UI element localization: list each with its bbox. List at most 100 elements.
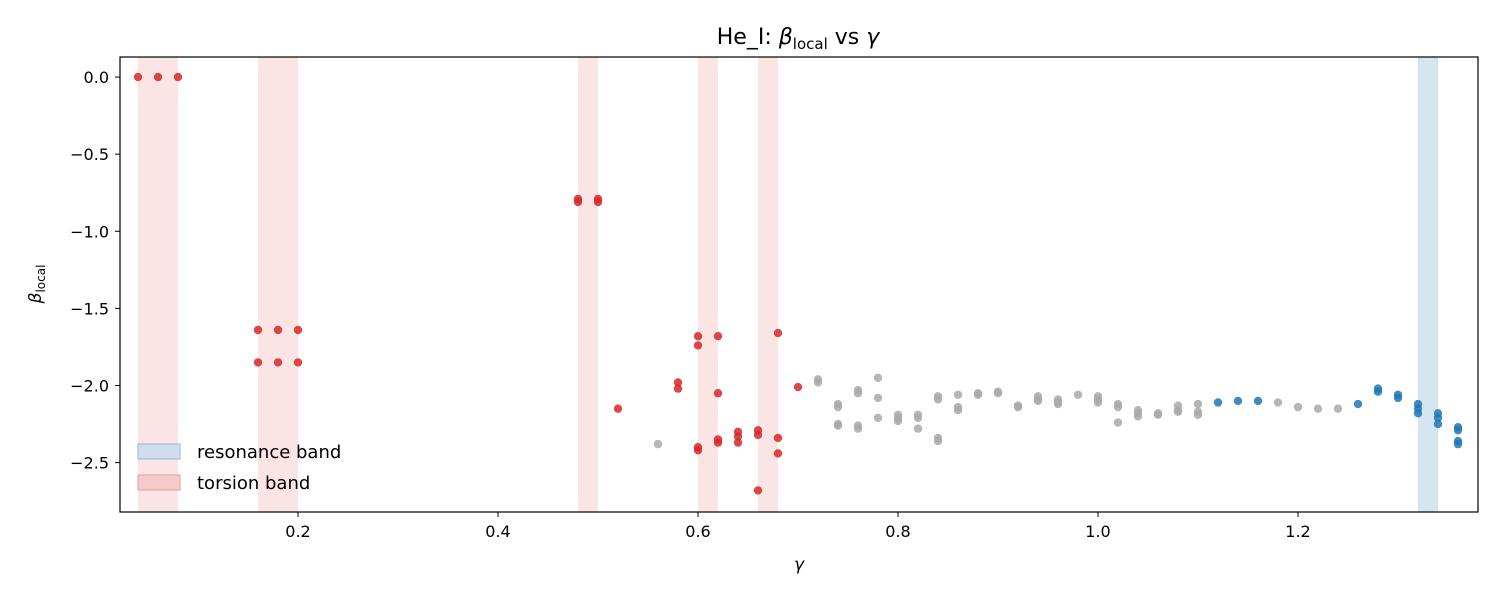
- chart-title: He_I: βlocal vs γ: [717, 25, 880, 53]
- torsion-point-8: [293, 358, 303, 367]
- resonance-point-17: [1453, 439, 1463, 449]
- y-tick-label-0: 0.0: [84, 68, 109, 87]
- resonance-point-10: [1413, 409, 1423, 418]
- x-tick-label-5: 1.2: [1285, 522, 1310, 541]
- neutral-point-12: [873, 393, 883, 403]
- resonance-point-3: [1353, 399, 1363, 409]
- neutral-point-58: [1293, 402, 1303, 412]
- resonance-point-1: [1233, 396, 1243, 406]
- legend-label-resonance: resonance band: [197, 442, 341, 463]
- neutral-point-18: [913, 413, 923, 423]
- torsion-band-2: [578, 57, 598, 512]
- neutral-point-56: [1193, 410, 1203, 420]
- neutral-point-10: [853, 424, 863, 433]
- neutral-point-2: [813, 378, 823, 387]
- neutral-point-50: [1153, 410, 1163, 420]
- torsion-point-32: [773, 449, 783, 458]
- legend-label-torsion: torsion band: [197, 473, 310, 494]
- x-tick-label-2: 0.6: [685, 522, 710, 541]
- resonance-point-13: [1433, 419, 1443, 429]
- torsion-point-14: [673, 378, 683, 387]
- y-tick-label-5: −2.5: [70, 454, 109, 473]
- torsion-point-21: [713, 389, 723, 398]
- y-tick-label-1: −0.5: [70, 145, 109, 164]
- neutral-point-16: [893, 416, 903, 426]
- torsion-point-0: [133, 72, 143, 82]
- resonance-point-7: [1393, 393, 1403, 403]
- legend: resonance band torsion band: [137, 442, 341, 494]
- neutral-point-23: [933, 436, 943, 446]
- neutral-point-4: [833, 402, 843, 412]
- neutral-point-44: [1113, 402, 1123, 412]
- neutral-point-24: [953, 390, 963, 399]
- plot-frame: [119, 56, 1479, 513]
- torsion-point-3: [253, 325, 263, 335]
- y-tick-label-4: −2.0: [70, 377, 109, 396]
- torsion-band-1: [258, 57, 298, 512]
- torsion-point-26: [733, 438, 743, 447]
- neutral-point-8: [853, 389, 863, 398]
- resonance-point-15: [1453, 426, 1463, 435]
- neutral-point-11: [873, 373, 883, 383]
- bands-layer: [138, 57, 1438, 512]
- neutral-point-28: [973, 390, 983, 399]
- neutral-point-42: [1093, 398, 1103, 407]
- neutral-point-26: [953, 406, 963, 415]
- resonance-band-5: [1418, 57, 1438, 512]
- resonance-point-0: [1213, 398, 1223, 407]
- torsion-point-12: [593, 197, 603, 207]
- neutral-point-6: [833, 421, 843, 430]
- torsion-point-4: [273, 325, 283, 335]
- torsion-point-30: [773, 328, 783, 338]
- torsion-point-2: [173, 72, 183, 82]
- points-layer: [133, 72, 1463, 495]
- neutral-point-54: [1193, 399, 1203, 409]
- torsion-band-0: [138, 57, 178, 512]
- x-tick-label-0: 0.2: [285, 522, 310, 541]
- torsion-point-20: [713, 331, 723, 341]
- legend-swatch-torsion: [137, 474, 181, 491]
- neutral-point-35: [1033, 396, 1043, 406]
- x-tick-label-4: 1.0: [1085, 522, 1110, 541]
- torsion-point-29: [753, 486, 763, 495]
- torsion-point-31: [773, 433, 783, 443]
- neutral-point-21: [933, 395, 943, 404]
- y-axis-ticks: 0.0 −0.5 −1.0 −1.5 −2.0 −2.5: [70, 68, 120, 473]
- torsion-band-3: [698, 57, 718, 512]
- torsion-point-10: [573, 197, 583, 207]
- y-tick-label-2: −1.0: [70, 222, 109, 241]
- neutral-point-48: [1133, 412, 1143, 421]
- neutral-point-38: [1053, 399, 1063, 409]
- torsion-point-7: [273, 358, 283, 367]
- torsion-point-17: [693, 341, 703, 350]
- neutral-point-13: [873, 413, 883, 423]
- neutral-point-32: [1013, 402, 1023, 412]
- y-tick-label-3: −1.5: [70, 299, 109, 318]
- torsion-point-23: [713, 438, 723, 447]
- torsion-point-33: [793, 382, 803, 392]
- torsion-band-4: [758, 57, 778, 512]
- neutral-point-19: [913, 424, 923, 433]
- neutral-point-53: [1173, 407, 1183, 416]
- x-tick-label-3: 0.8: [885, 522, 910, 541]
- resonance-point-5: [1373, 387, 1383, 396]
- torsion-point-25: [733, 432, 743, 441]
- neutral-point-0: [653, 439, 663, 449]
- neutral-point-57: [1273, 398, 1283, 407]
- neutral-point-59: [1313, 404, 1323, 413]
- torsion-point-6: [253, 358, 263, 367]
- neutral-point-60: [1333, 404, 1343, 413]
- x-axis-label: γ: [794, 555, 805, 575]
- x-tick-label-1: 0.4: [485, 522, 510, 541]
- neutral-point-39: [1073, 390, 1083, 399]
- neutral-point-45: [1113, 418, 1123, 427]
- torsion-point-19: [693, 446, 703, 455]
- torsion-point-13: [613, 404, 623, 413]
- torsion-point-16: [693, 331, 703, 341]
- neutral-point-30: [993, 389, 1003, 398]
- legend-swatch-resonance: [137, 443, 181, 460]
- y-axis-label: βlocal: [26, 265, 48, 305]
- resonance-point-2: [1253, 396, 1263, 406]
